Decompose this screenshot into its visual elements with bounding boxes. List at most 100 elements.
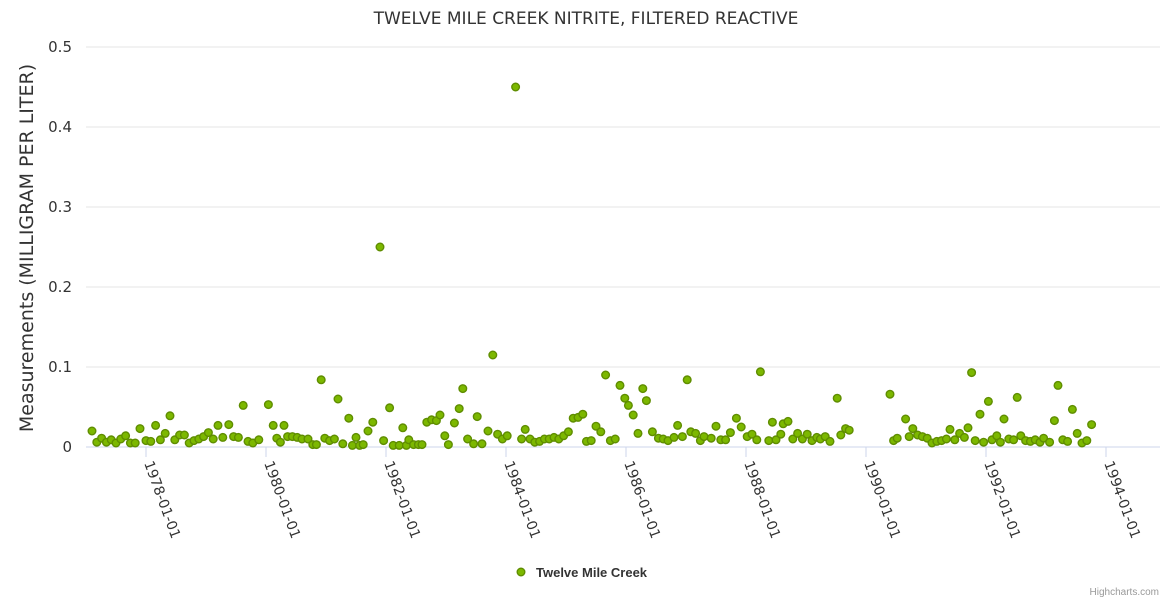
data-point[interactable] xyxy=(615,380,625,390)
data-point[interactable] xyxy=(458,384,468,394)
data-point[interactable] xyxy=(747,429,757,439)
data-point[interactable] xyxy=(832,393,842,403)
data-point[interactable] xyxy=(844,425,854,435)
data-point[interactable] xyxy=(208,434,218,444)
data-point[interactable] xyxy=(179,430,189,440)
data-point[interactable] xyxy=(563,427,573,437)
data-point[interactable] xyxy=(620,393,630,403)
data-point[interactable] xyxy=(87,426,97,436)
data-point[interactable] xyxy=(130,438,140,448)
data-point[interactable] xyxy=(344,413,354,423)
data-point[interactable] xyxy=(1053,380,1063,390)
legend[interactable]: Twelve Mile Creek xyxy=(516,565,648,580)
data-point[interactable] xyxy=(908,424,918,434)
data-point[interactable] xyxy=(950,435,960,445)
data-point[interactable] xyxy=(329,434,339,444)
data-point[interactable] xyxy=(731,413,741,423)
data-point[interactable] xyxy=(338,439,348,449)
data-point[interactable] xyxy=(333,394,343,404)
data-point[interactable] xyxy=(970,436,980,446)
data-point[interactable] xyxy=(146,436,156,446)
data-point[interactable] xyxy=(638,384,648,394)
data-point[interactable] xyxy=(1039,433,1049,443)
data-point[interactable] xyxy=(1009,435,1019,445)
data-point[interactable] xyxy=(502,431,512,441)
data-point[interactable] xyxy=(311,440,321,450)
data-point[interactable] xyxy=(1072,428,1082,438)
data-point[interactable] xyxy=(999,414,1009,424)
data-point[interactable] xyxy=(691,428,701,438)
data-point[interactable] xyxy=(368,417,378,427)
series-twelve-mile-creek[interactable] xyxy=(87,82,1097,450)
data-point[interactable] xyxy=(941,434,951,444)
data-point[interactable] xyxy=(892,433,902,443)
data-point[interactable] xyxy=(435,410,445,420)
data-point[interactable] xyxy=(788,434,798,444)
data-point[interactable] xyxy=(135,424,145,434)
data-point[interactable] xyxy=(1063,436,1073,446)
data-point[interactable] xyxy=(641,396,651,406)
data-point[interactable] xyxy=(706,433,716,443)
data-point[interactable] xyxy=(628,410,638,420)
data-point[interactable] xyxy=(279,420,289,430)
data-point[interactable] xyxy=(959,432,969,442)
data-point[interactable] xyxy=(963,423,973,433)
data-point[interactable] xyxy=(488,350,498,360)
data-point[interactable] xyxy=(885,389,895,399)
data-point[interactable] xyxy=(711,421,721,431)
data-point[interactable] xyxy=(601,370,611,380)
data-point[interactable] xyxy=(975,409,985,419)
data-point[interactable] xyxy=(443,440,453,450)
data-point[interactable] xyxy=(483,426,493,436)
data-point[interactable] xyxy=(358,440,368,450)
data-point[interactable] xyxy=(268,420,278,430)
data-point[interactable] xyxy=(995,437,1005,447)
data-point[interactable] xyxy=(673,420,683,430)
data-point[interactable] xyxy=(736,422,746,432)
data-point[interactable] xyxy=(155,435,165,445)
data-point[interactable] xyxy=(440,431,450,441)
data-point[interactable] xyxy=(721,435,731,445)
data-point[interactable] xyxy=(394,440,404,450)
data-point[interactable] xyxy=(764,436,774,446)
data-point[interactable] xyxy=(610,434,620,444)
data-point[interactable] xyxy=(213,420,223,430)
data-point[interactable] xyxy=(463,434,473,444)
data-point[interactable] xyxy=(351,432,361,442)
data-point[interactable] xyxy=(363,426,373,436)
data-point[interactable] xyxy=(793,428,803,438)
data-point[interactable] xyxy=(151,420,161,430)
data-point[interactable] xyxy=(669,432,679,442)
data-point[interactable] xyxy=(836,430,846,440)
data-point[interactable] xyxy=(825,436,835,446)
data-point[interactable] xyxy=(379,436,389,446)
data-point[interactable] xyxy=(520,424,530,434)
legend-marker[interactable] xyxy=(516,567,526,577)
data-point[interactable] xyxy=(160,428,170,438)
data-point[interactable] xyxy=(1067,404,1077,414)
legend-item-twelve-mile-creek[interactable]: Twelve Mile Creek xyxy=(536,565,648,580)
data-point[interactable] xyxy=(901,414,911,424)
data-point[interactable] xyxy=(347,440,357,450)
data-point[interactable] xyxy=(967,368,977,378)
data-point[interactable] xyxy=(238,400,248,410)
data-point[interactable] xyxy=(1087,420,1097,430)
data-point[interactable] xyxy=(517,434,527,444)
data-point[interactable] xyxy=(417,440,427,450)
data-point[interactable] xyxy=(385,403,395,413)
data-point[interactable] xyxy=(783,416,793,426)
data-point[interactable] xyxy=(316,375,326,385)
data-point[interactable] xyxy=(945,424,955,434)
data-point[interactable] xyxy=(1082,436,1092,446)
data-point[interactable] xyxy=(755,367,765,377)
data-point[interactable] xyxy=(633,428,643,438)
data-point[interactable] xyxy=(586,436,596,446)
data-point[interactable] xyxy=(752,435,762,445)
data-point[interactable] xyxy=(623,400,633,410)
data-point[interactable] xyxy=(1012,392,1022,402)
data-point[interactable] xyxy=(375,242,385,252)
data-point[interactable] xyxy=(591,421,601,431)
data-point[interactable] xyxy=(776,429,786,439)
data-point[interactable] xyxy=(682,375,692,385)
data-point[interactable] xyxy=(303,434,313,444)
